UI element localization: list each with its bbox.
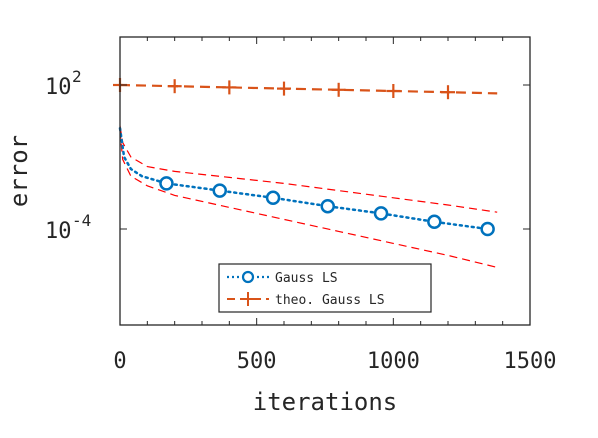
series-0-marker-4 <box>373 206 389 221</box>
series-line-0 <box>118 126 489 231</box>
legend: Gauss LS theo. Gauss LS <box>218 263 432 313</box>
legend-box <box>218 263 432 313</box>
bound-line-0 <box>119 125 498 213</box>
y-tick-exponent: -4 <box>72 211 91 230</box>
y-tick-base: 10 <box>45 219 72 244</box>
plot-layer <box>113 78 498 268</box>
series-1-marker-4 <box>331 82 346 97</box>
series-0-marker-6 <box>480 221 495 237</box>
legend-entry: theo. Gauss LS <box>227 292 385 308</box>
series-1-marker-5 <box>386 84 401 98</box>
series-0-marker-0 <box>159 176 174 191</box>
series-0-marker-5 <box>427 214 442 230</box>
y-tick-base: 10 <box>45 75 72 100</box>
series-1-marker-2 <box>222 80 237 95</box>
y-tick-label: 10 -4 <box>45 211 91 244</box>
series-0-marker-1 <box>212 183 228 198</box>
series-1-marker-3 <box>277 81 291 96</box>
bound-line-1 <box>119 130 498 268</box>
y-tick-exponent: 2 <box>72 67 82 86</box>
series-0-marker-2 <box>265 190 281 206</box>
plot-frame <box>119 36 531 326</box>
x-tick-label: 1000 <box>367 349 420 374</box>
series-0-marker-3 <box>320 198 335 214</box>
legend-entry: Gauss LS <box>227 270 338 286</box>
y-tick-label: 10 2 <box>45 67 82 100</box>
x-tick-label: 0 <box>113 349 126 374</box>
legend-label: Gauss LS <box>275 271 338 286</box>
legend-marker <box>241 270 255 284</box>
series-1-marker-1 <box>167 79 182 94</box>
x-axis-label: iterations <box>253 388 398 416</box>
x-tick-label: 500 <box>237 349 277 374</box>
legend-label: theo. Gauss LS <box>275 293 385 308</box>
x-tick-label: 1500 <box>504 349 557 374</box>
y-axis-label: error <box>5 135 33 207</box>
series-1-marker-6 <box>441 85 455 100</box>
